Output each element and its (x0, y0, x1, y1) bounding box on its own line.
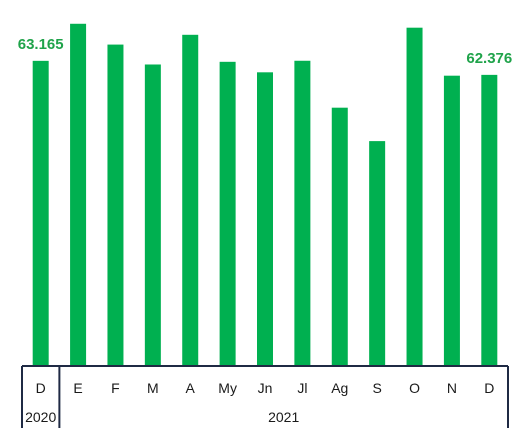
bar-12 (481, 74, 498, 367)
tick-label-9: S (372, 380, 381, 396)
bar-10 (406, 27, 423, 366)
bar-5 (219, 61, 236, 366)
bar-0 (32, 60, 49, 367)
bar-7 (294, 60, 311, 366)
tick-label-4: A (186, 380, 196, 396)
tick-label-10: O (409, 380, 420, 396)
tick-label-3: M (147, 380, 159, 396)
tick-label-2: F (111, 380, 120, 396)
bar-3 (144, 64, 161, 367)
tick-label-12: D (484, 380, 494, 396)
tick-label-5: My (218, 380, 237, 396)
data-label-0: 63.165 (18, 36, 64, 53)
data-labels-layer: 63.165 62.376 (18, 36, 513, 67)
bar-6 (257, 72, 273, 366)
bar-1 (70, 23, 87, 367)
tick-label-11: N (447, 380, 457, 396)
tick-label-0: D (36, 380, 46, 396)
bars-layer (32, 23, 498, 367)
tick-label-7: Jl (297, 380, 307, 396)
tick-label-1: E (73, 380, 82, 396)
category-axis: 2020 2021 D E F M A My Jn Jl Ag S O N D (21, 365, 509, 428)
bar-2 (107, 44, 124, 366)
bar-9 (369, 141, 386, 366)
group-label-2020: 2020 (25, 409, 56, 425)
bar-8 (331, 107, 348, 366)
tick-label-6: Jn (258, 380, 273, 396)
bar-11 (443, 75, 460, 366)
group-label-2021: 2021 (268, 409, 299, 425)
data-label-12: 62.376 (466, 50, 512, 67)
tick-label-8: Ag (331, 380, 348, 396)
bar-4 (182, 34, 199, 367)
